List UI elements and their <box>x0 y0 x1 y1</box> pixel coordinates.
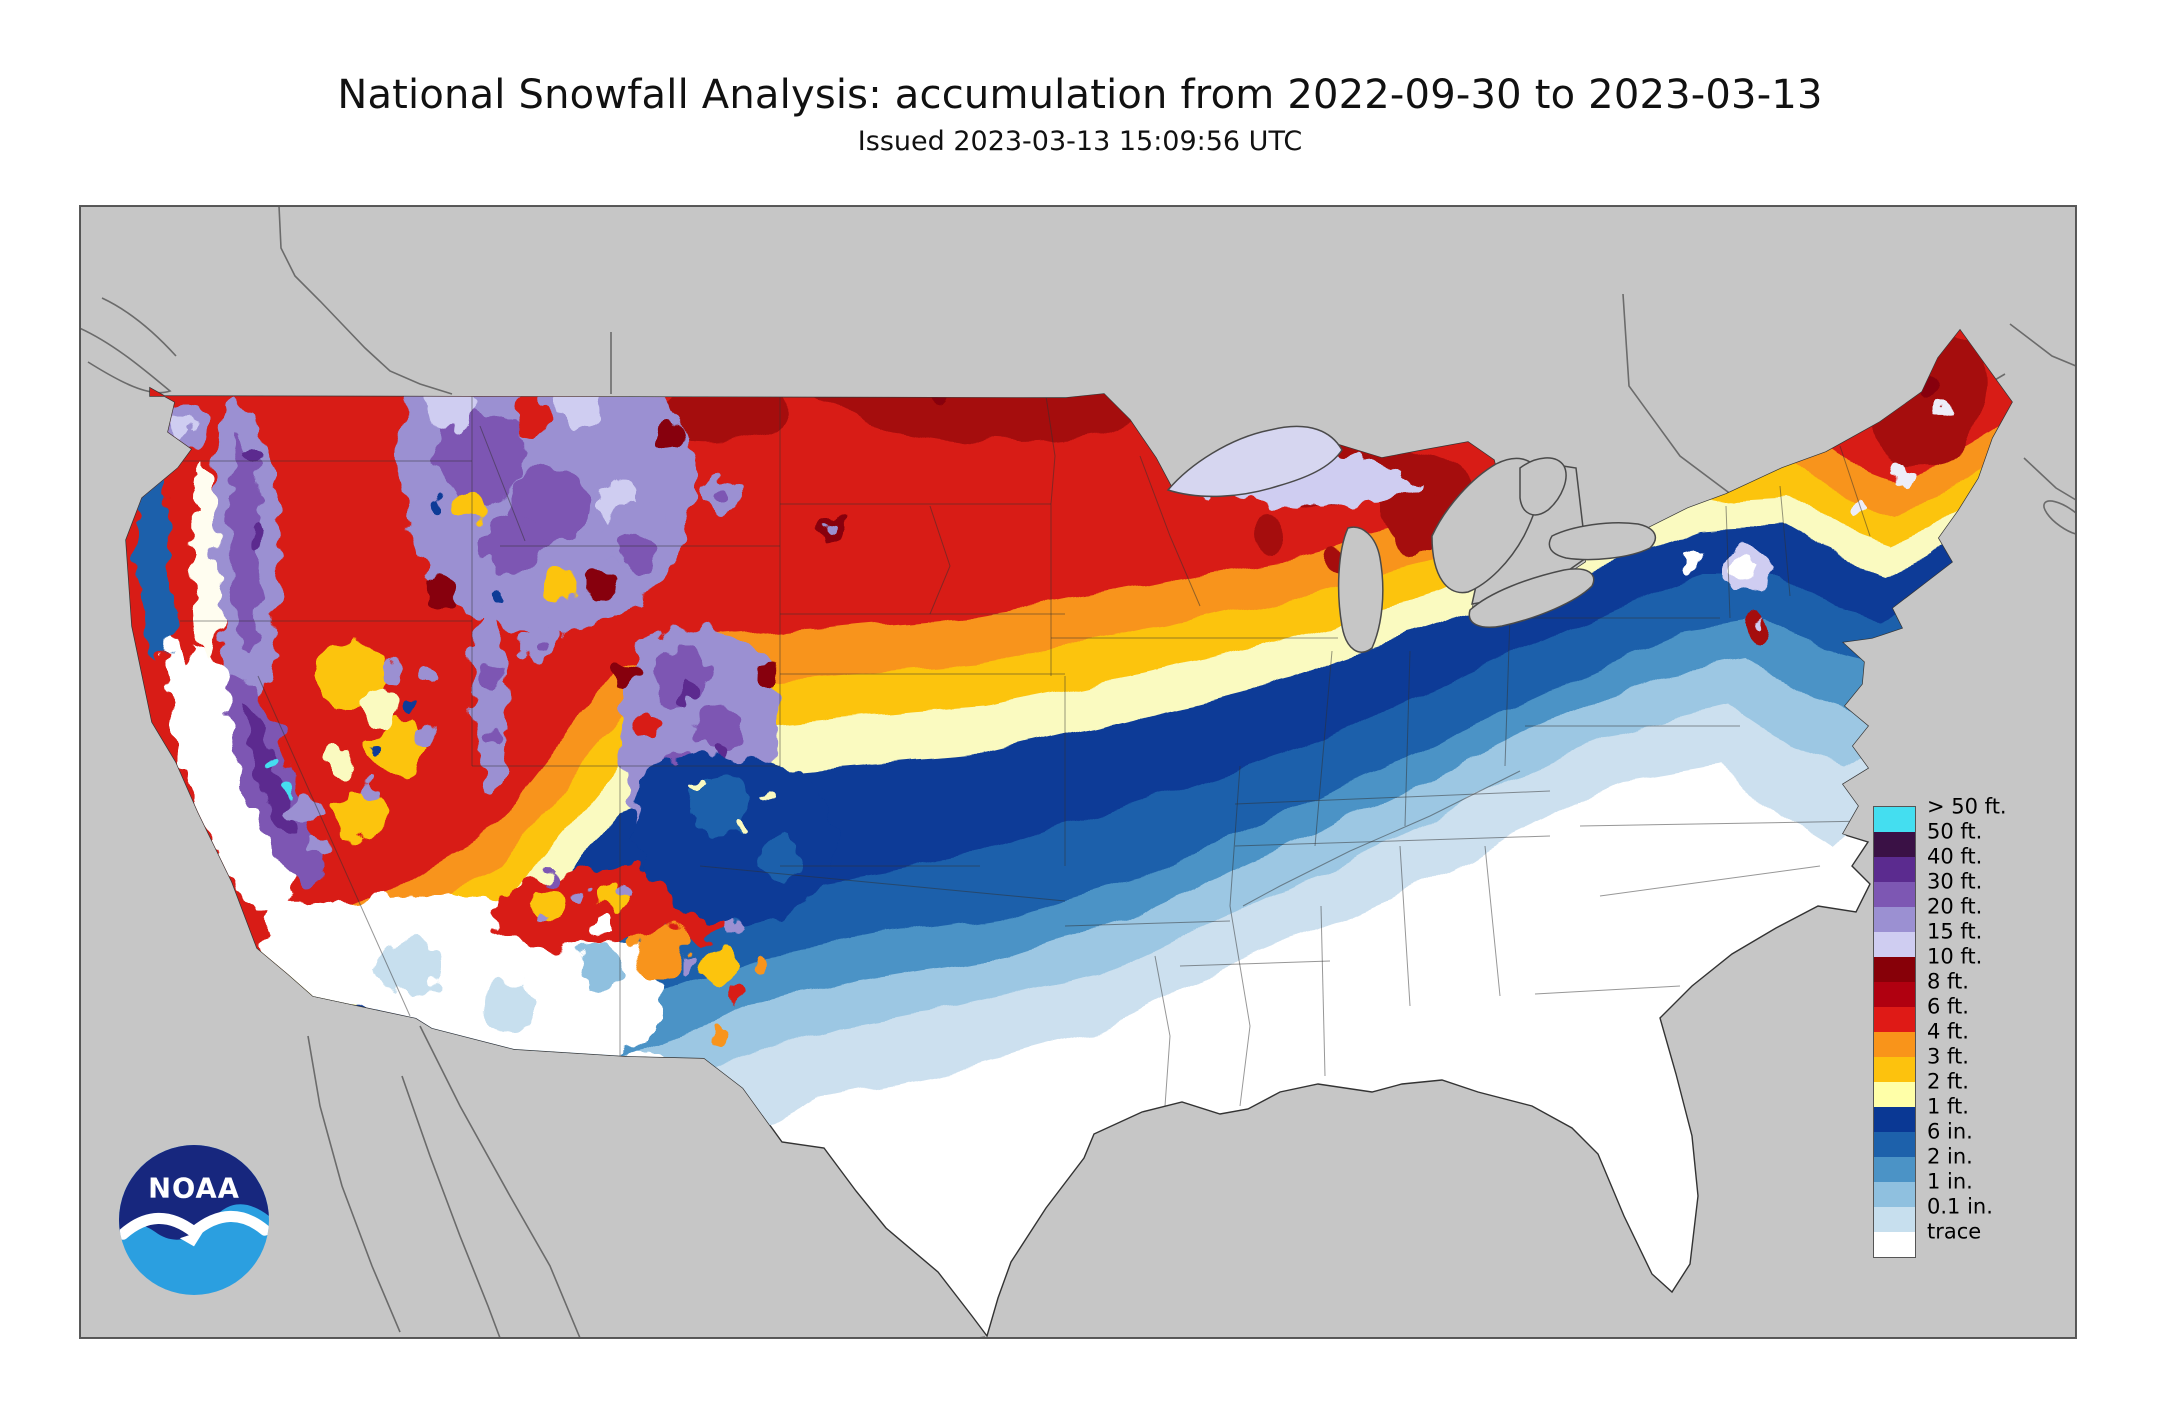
legend-label: 30 ft. <box>1927 869 1983 894</box>
legend-swatch <box>1874 1107 1915 1132</box>
issued-timestamp: Issued 2023-03-13 15:09:56 UTC <box>857 126 1303 157</box>
legend-label: 3 ft. <box>1927 1044 1969 1069</box>
legend-label: 6 ft. <box>1927 994 1969 1019</box>
legend-swatch <box>1874 1157 1915 1182</box>
legend-label: 4 ft. <box>1927 1019 1969 1044</box>
legend-row: 1 in. <box>1874 1171 1973 1207</box>
legend-row: 0.1 in. <box>1874 1196 1993 1232</box>
legend-row: 4 ft. <box>1874 1021 1969 1057</box>
legend-label: 10 ft. <box>1927 944 1983 969</box>
legend-row: > 50 ft. <box>1874 796 2007 832</box>
legend-swatch <box>1874 1032 1915 1057</box>
legend-row: 40 ft. <box>1874 846 1982 882</box>
legend-row: 2 in. <box>1874 1146 1973 1182</box>
legend-swatch <box>1874 1007 1915 1032</box>
state-borders <box>180 395 1871 1107</box>
noaa-gull-icon <box>119 1210 269 1240</box>
snowfall-map: > 50 ft. 50 ft. 40 ft. 30 ft. 20 ft. 15 … <box>79 205 2077 1339</box>
legend-label: 2 in. <box>1927 1144 1973 1169</box>
legend-row: trace <box>1874 1221 1981 1257</box>
legend-swatch <box>1874 907 1915 932</box>
legend-swatch <box>1874 932 1915 957</box>
legend-row: 20 ft. <box>1874 896 1982 932</box>
legend-swatch <box>1874 1207 1915 1232</box>
legend-row: 10 ft. <box>1874 946 1982 982</box>
legend-label: 15 ft. <box>1927 919 1983 944</box>
legend-label: 0.1 in. <box>1927 1194 1993 1219</box>
lake-superior <box>1166 425 1343 498</box>
legend-label: 2 ft. <box>1927 1069 1969 1094</box>
legend-row: 50 ft. <box>1874 821 1982 857</box>
legend-swatch <box>1874 1232 1915 1257</box>
western-mountains <box>135 339 844 1120</box>
legend-label: 1 ft. <box>1927 1094 1969 1119</box>
legend-swatch <box>1874 832 1915 857</box>
us-snowfall-raster-graphic <box>80 206 2076 1338</box>
legend-row: 6 in. <box>1874 1121 1973 1157</box>
legend-swatch <box>1874 982 1915 1007</box>
legend-swatch <box>1874 1082 1915 1107</box>
legend-label: 40 ft. <box>1927 844 1983 869</box>
noaa-logo-text: NOAA <box>148 1174 240 1205</box>
legend-label: 8 ft. <box>1927 969 1969 994</box>
legend-label: > 50 ft. <box>1927 794 2007 819</box>
legend-color-ramp: > 50 ft. 50 ft. 40 ft. 30 ft. 20 ft. 15 … <box>1873 796 2007 1258</box>
great-lakes <box>1166 425 1657 653</box>
legend-swatch <box>1874 957 1915 982</box>
legend-swatch <box>1874 807 1915 832</box>
lake-ontario <box>1548 522 1657 561</box>
noaa-logo: NOAA <box>119 1145 269 1295</box>
legend-row: 2 ft. <box>1874 1071 1969 1107</box>
legend-row: 1 ft. <box>1874 1096 1969 1132</box>
page-title: National Snowfall Analysis: accumulation… <box>337 72 1823 118</box>
legend-row: 30 ft. <box>1874 871 1982 907</box>
legend-label: trace <box>1927 1219 1982 1244</box>
legend-swatch <box>1874 1182 1915 1207</box>
legend-label: 6 in. <box>1927 1119 1973 1144</box>
legend-label: 1 in. <box>1927 1169 1973 1194</box>
legend-swatch <box>1874 882 1915 907</box>
legend-swatch <box>1874 1057 1915 1082</box>
lake-michigan <box>1337 526 1384 653</box>
snowfall-legend: > 50 ft. 50 ft. 40 ft. 30 ft. 20 ft. 15 … <box>1873 796 2007 1258</box>
legend-row: 15 ft. <box>1874 921 1982 957</box>
legend-row: 3 ft. <box>1874 1046 1969 1082</box>
legend-row: 6 ft. <box>1874 996 1969 1032</box>
legend-swatch <box>1874 857 1915 882</box>
legend-label: 20 ft. <box>1927 894 1983 919</box>
legend-label: 50 ft. <box>1927 819 1983 844</box>
legend-row: 8 ft. <box>1874 971 1969 1007</box>
legend-swatch <box>1874 1132 1915 1157</box>
lake-erie <box>1468 568 1595 628</box>
